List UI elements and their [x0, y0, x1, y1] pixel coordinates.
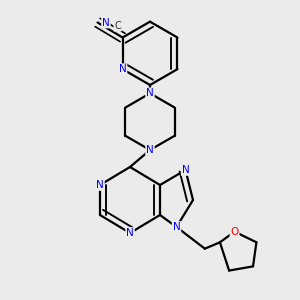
Text: N: N — [96, 180, 104, 190]
Text: C: C — [114, 21, 121, 31]
Text: N: N — [172, 222, 180, 232]
Text: N: N — [126, 228, 134, 238]
Text: N: N — [102, 17, 110, 28]
Text: N: N — [119, 64, 127, 74]
Text: N: N — [146, 88, 154, 98]
Text: N: N — [146, 145, 154, 155]
Text: N: N — [182, 165, 189, 175]
Text: O: O — [230, 226, 239, 237]
